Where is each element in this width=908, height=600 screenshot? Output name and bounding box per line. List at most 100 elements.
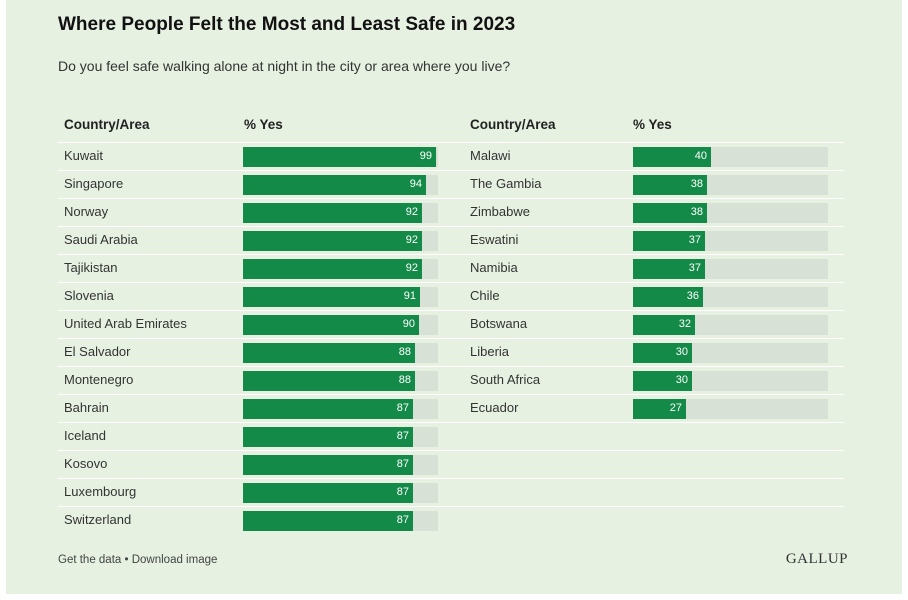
country-label: Singapore [64,176,124,191]
bar [243,455,413,475]
least-safe-row: Liberia 30 [464,338,844,366]
most-safe-row: El Salvador 88 [58,338,844,366]
country-label: Zimbabwe [470,204,530,219]
bar [633,147,711,167]
bar [243,203,422,223]
bar-track: 38 [633,203,828,223]
bar [633,231,705,251]
country-label: Namibia [470,260,518,275]
country-label: United Arab Emirates [64,316,187,331]
bar-track: 37 [633,259,828,279]
bar-value-label: 37 [688,234,701,246]
bar [243,511,413,531]
bar-track: 90 [243,315,438,335]
bar-track: 92 [243,203,438,223]
country-label: Iceland [64,428,106,443]
country-label: Montenegro [64,372,134,387]
bar-value-label: 88 [398,346,411,358]
bar-value-label: 32 [678,318,691,330]
bar-value-label: 38 [690,206,703,218]
bar [243,175,426,195]
get-data-link[interactable]: Get the data [58,554,122,566]
bar-track: 87 [243,483,438,503]
most-safe-row: Tajikistan 92 [58,254,844,282]
bar-track: 87 [243,455,438,475]
country-label: Tajikistan [64,260,118,275]
least-safe-row: Zimbabwe 38 [464,198,844,226]
country-label: Liberia [470,344,510,359]
footer-links: Get the data • Download image [58,554,217,566]
chart-subtitle: Do you feel safe walking alone at night … [58,58,511,74]
bar-value-label: 92 [405,234,418,246]
bar-value-label: 37 [688,262,701,274]
chart-title: Where People Felt the Most and Least Saf… [58,14,516,35]
country-label: Chile [470,288,500,303]
bar-track: 27 [633,399,828,419]
bar [633,287,703,307]
bar-value-label: 36 [686,290,699,302]
country-label: Slovenia [64,288,114,303]
download-image-link[interactable]: Download image [131,554,218,566]
bar-track: 92 [243,231,438,251]
bar [243,371,415,391]
bar-value-label: 88 [398,374,411,386]
least-safe-row: Eswatini 37 [464,226,844,254]
most-safe-row: Slovenia 91 [58,282,844,310]
bar-track: 36 [633,287,828,307]
bar [243,315,419,335]
country-label: Kuwait [64,148,104,163]
bar-track: 92 [243,259,438,279]
gallup-logo: GALLUP [785,551,848,567]
bar-value-label: 38 [690,178,703,190]
most-safe-row: Kuwait 99 [58,142,844,170]
bar-value-label: 87 [396,402,409,414]
bar-value-label: 87 [396,458,409,470]
bar-value-label: 30 [675,374,688,386]
bar-value-label: 87 [396,430,409,442]
bar [633,371,692,391]
bar-track: 30 [633,343,828,363]
bar-track: 99 [243,147,438,167]
bar-value-label: 92 [405,262,418,274]
bar-track: 88 [243,371,438,391]
country-label: Bahrain [64,400,109,415]
bar [243,231,422,251]
bar [243,399,413,419]
bar-value-label: 94 [409,178,422,190]
most-safe-row: Kosovo 87 [58,450,844,478]
bar-track: 94 [243,175,438,195]
country-label: Malawi [470,148,511,163]
bar-track: 37 [633,231,828,251]
bar-value-label: 91 [403,290,416,302]
least-safe-row: Botswana 32 [464,310,844,338]
bar-track: 40 [633,147,828,167]
country-label: Switzerland [64,512,132,527]
bar-track: 87 [243,511,438,531]
bar-track: 30 [633,371,828,391]
bar [243,483,413,503]
bar [633,259,705,279]
right-country-header: Country/Area [470,117,556,132]
bar [243,259,422,279]
country-label: Norway [64,204,109,219]
bar [243,343,415,363]
most-safe-row: Luxembourg 87 [58,478,844,506]
bar-track: 88 [243,343,438,363]
country-label: Botswana [470,316,528,331]
least-safe-row: Chile 36 [464,282,844,310]
most-safe-row: Singapore 94 [58,170,844,198]
bar-value-label: 87 [396,514,409,526]
bar-track: 32 [633,315,828,335]
most-safe-row: Montenegro 88 [58,366,844,394]
right-yes-header: % Yes [633,117,672,132]
bar [243,287,420,307]
bar-value-label: 90 [402,318,415,330]
most-safe-row: Iceland 87 [58,422,844,450]
bar-value-label: 87 [396,486,409,498]
bar [633,399,686,419]
least-safe-row: The Gambia 38 [464,170,844,198]
bar-value-label: 40 [694,150,707,162]
country-label: Ecuador [470,400,519,415]
country-label: Saudi Arabia [64,232,138,247]
most-safe-row: United Arab Emirates 90 [58,310,844,338]
